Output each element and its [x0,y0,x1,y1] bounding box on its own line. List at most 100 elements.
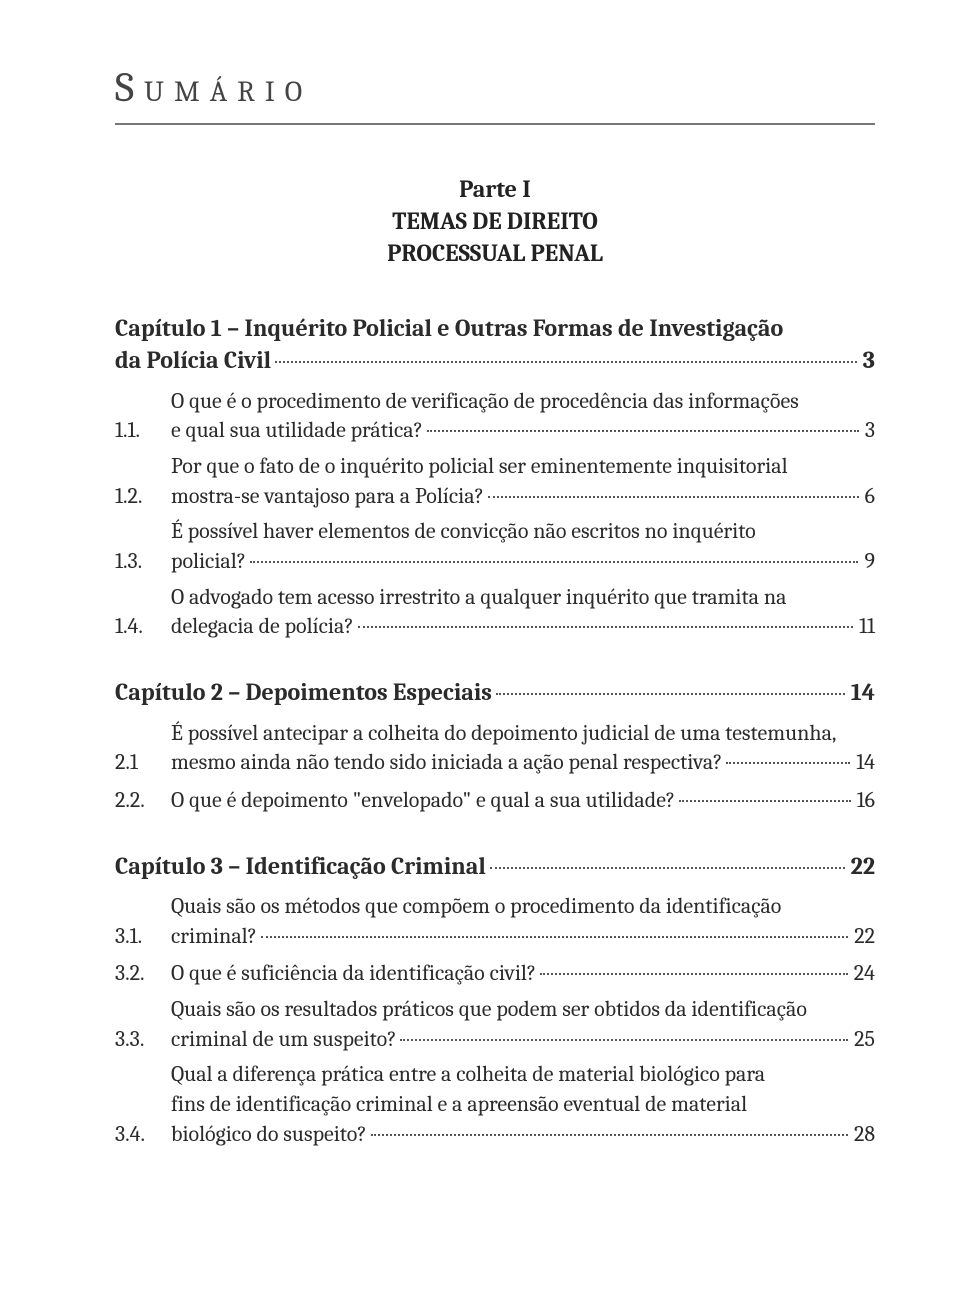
dot-leader [358,626,853,628]
toc-entry-text: fins de identificação criminal e a apree… [171,1090,747,1120]
toc-page-number: 14 [852,748,875,778]
page-title: Sumário [115,60,875,117]
toc-entry-text: e qual sua utilidade prática? [171,416,423,446]
toc-entry-number: 3.3. [115,1023,171,1055]
toc-entry-number: 1.4. [115,610,171,642]
toc-line: O que é o procedimento de verificação de… [171,387,875,417]
toc-entry-text: delegacia de polícia? [171,612,354,642]
toc-line: O que é suficiência da identificação civ… [171,959,875,989]
dot-leader [250,561,858,563]
toc-entry-body: O que é suficiência da identificação civ… [171,959,875,989]
toc-entry-number: 2.1 [115,746,171,778]
toc-page-number: 3 [859,344,875,376]
toc-page-number: 6 [861,482,875,512]
toc-line: É possível antecipar a colheita do depoi… [171,719,875,749]
dot-leader [400,1039,848,1041]
toc-entry-text: O que é suficiência da identificação civ… [171,959,536,989]
document-page: Sumário Parte I TEMAS DE DIREITO PROCESS… [0,0,960,1215]
toc-entry-text: criminal? [171,922,257,952]
dot-leader [726,762,850,764]
toc-line: Capítulo 3 – Identificação Criminal 22 [115,850,875,882]
toc-entry: 1.1.O que é o procedimento de verificaçã… [115,387,875,446]
table-of-contents: Capítulo 1 – Inquérito Policial e Outras… [115,312,875,1150]
toc-entry-text: mesmo ainda não tendo sido iniciada a aç… [171,748,722,778]
toc-page-number: 9 [860,547,875,577]
toc-entry: 1.4.O advogado tem acesso irrestrito a q… [115,583,875,642]
toc-entry-text: O que é depoimento "envelopado" e qual a… [171,786,675,816]
part-label: Parte I [115,173,875,205]
chapter-title-text: Capítulo 1 – Inquérito Policial e Outras… [115,312,783,344]
toc-page-number: 28 [850,1120,875,1150]
dot-leader [427,430,859,432]
chapter-body: Capítulo 3 – Identificação Criminal 22 [115,850,875,882]
toc-page-number: 24 [850,959,875,989]
toc-entry: 3.3.Quais são os resultados práticos que… [115,995,875,1054]
dot-leader [275,361,857,363]
dot-leader [490,867,845,869]
toc-entry-body: O que é depoimento "envelopado" e qual a… [171,786,875,816]
toc-entry: 2.1É possível antecipar a colheita do de… [115,719,875,778]
toc-entry-body: Por que o fato de o inquérito policial s… [171,452,875,511]
toc-entry-body: É possível haver elementos de convicção … [171,517,875,576]
toc-entry-text: É possível antecipar a colheita do depoi… [171,719,836,749]
dot-leader [679,800,850,802]
chapter-title-text: Capítulo 3 – Identificação Criminal [115,850,486,882]
toc-entry-body: Quais são os resultados práticos que pod… [171,995,875,1054]
toc-page-number: 25 [850,1025,875,1055]
dot-leader [371,1134,848,1136]
toc-entry: 1.3.É possível haver elementos de convic… [115,517,875,576]
toc-entry-body: É possível antecipar a colheita do depoi… [171,719,875,778]
chapter-heading: Capítulo 3 – Identificação Criminal 22 [115,850,875,882]
toc-line: delegacia de polícia? 11 [171,612,875,642]
part-subtitle-1: TEMAS DE DIREITO [115,205,875,237]
toc-entry: 2.2.O que é depoimento "envelopado" e qu… [115,784,875,816]
dot-leader [496,693,845,695]
toc-entry-body: O que é o procedimento de verificação de… [171,387,875,446]
dot-leader [261,936,848,938]
toc-line: mostra-se vantajoso para a Polícia? 6 [171,482,875,512]
toc-page-number: 14 [847,676,875,708]
toc-entry-body: Quais são os métodos que compõem o proce… [171,892,875,951]
toc-entry: 1.2.Por que o fato de o inquérito polici… [115,452,875,511]
toc-entry-text: criminal de um suspeito? [171,1025,396,1055]
toc-entry-number: 3.4. [115,1118,171,1150]
toc-entry-number: 3.1. [115,920,171,952]
toc-entry-text: Quais são os métodos que compõem o proce… [171,892,781,922]
toc-entry-number: 1.1. [115,414,171,446]
toc-entry: 3.1.Quais são os métodos que compõem o p… [115,892,875,951]
title-rule [115,123,875,125]
toc-page-number: 3 [861,416,875,446]
toc-line: biológico do suspeito? 28 [171,1120,875,1150]
toc-entry-number: 3.2. [115,957,171,989]
toc-entry-text: mostra-se vantajoso para a Polícia? [171,482,484,512]
toc-line: criminal de um suspeito? 25 [171,1025,875,1055]
toc-line: Por que o fato de o inquérito policial s… [171,452,875,482]
toc-line: policial? 9 [171,547,875,577]
toc-line: Capítulo 1 – Inquérito Policial e Outras… [115,312,875,344]
toc-line: Quais são os resultados práticos que pod… [171,995,875,1025]
chapter-title-text: da Polícia Civil [115,344,271,376]
toc-entry-text: policial? [171,547,246,577]
toc-entry-text: É possível haver elementos de convicção … [171,517,756,547]
toc-entry-text: Qual a diferença prática entre a colheit… [171,1060,765,1090]
toc-line: Qual a diferença prática entre a colheit… [171,1060,875,1090]
toc-line: mesmo ainda não tendo sido iniciada a aç… [171,748,875,778]
toc-line: O que é depoimento "envelopado" e qual a… [171,786,875,816]
toc-entry-text: Quais são os resultados práticos que pod… [171,995,807,1025]
toc-page-number: 22 [850,922,875,952]
toc-entry-text: biológico do suspeito? [171,1120,367,1150]
toc-entry-body: Qual a diferença prática entre a colheit… [171,1060,875,1149]
toc-page-number: 11 [855,612,875,642]
toc-entry: 3.2.O que é suficiência da identificação… [115,957,875,989]
dot-leader [488,496,859,498]
chapter-title-text: Capítulo 2 – Depoimentos Especiais [115,676,492,708]
part-heading: Parte I TEMAS DE DIREITO PROCESSUAL PENA… [115,173,875,270]
chapter-body: Capítulo 1 – Inquérito Policial e Outras… [115,312,875,377]
toc-line: criminal? 22 [171,922,875,952]
toc-page-number: 16 [853,786,875,816]
toc-line: Quais são os métodos que compõem o proce… [171,892,875,922]
toc-page-number: 22 [847,850,875,882]
toc-line: O advogado tem acesso irrestrito a qualq… [171,583,875,613]
toc-entry-number: 2.2. [115,784,171,816]
chapter-heading: Capítulo 1 – Inquérito Policial e Outras… [115,312,875,377]
